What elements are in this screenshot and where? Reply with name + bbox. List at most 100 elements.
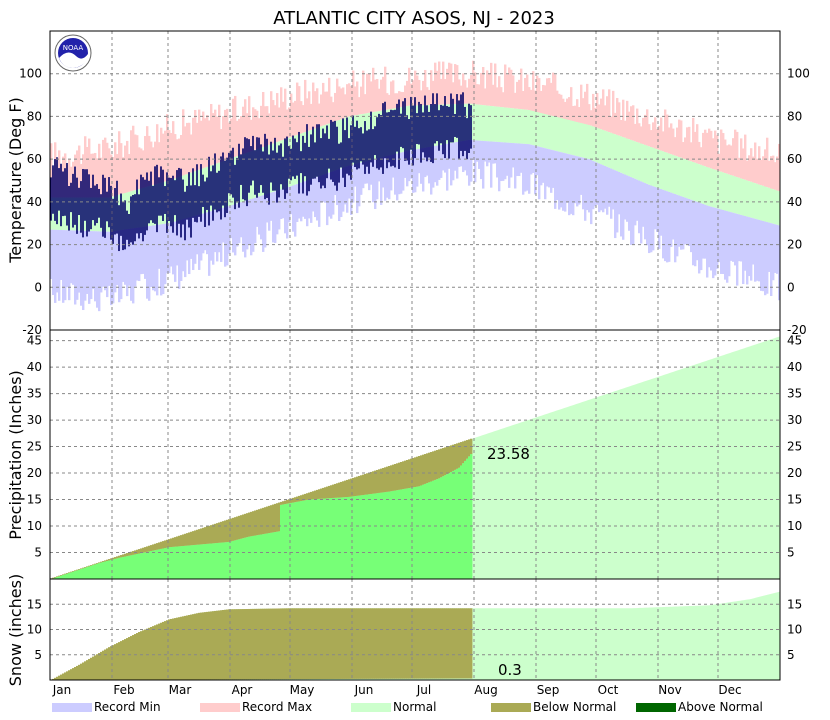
below-normal-snow-bar: [424, 608, 427, 679]
below-normal-precip-bar: [86, 566, 89, 568]
below-normal-precip-bar: [156, 543, 159, 550]
record-min-bar: [84, 230, 87, 301]
below-normal-snow-bar: [456, 608, 459, 679]
record-max-bar: [588, 104, 591, 125]
record-max-bar: [700, 147, 703, 165]
below-normal-precip-bar: [178, 535, 181, 547]
below-normal-snow-bar: [348, 608, 351, 679]
record-min-bar: [160, 224, 163, 296]
record-min-bar: [370, 160, 373, 185]
record-max-bar: [756, 158, 759, 184]
record-max-bar: [520, 68, 523, 110]
record-min-bar: [394, 154, 397, 195]
observed-temp-bar: [218, 170, 220, 212]
record-min-bar: [326, 173, 329, 226]
record-max-bar: [570, 87, 573, 121]
below-normal-precip-bar: [360, 475, 363, 496]
below-normal-precip-bar: [262, 507, 265, 535]
record-min-bar: [130, 228, 133, 301]
observed-temp-bar: [370, 111, 372, 163]
normal-range-bar: [736, 177, 739, 214]
record-max-bar: [346, 84, 349, 118]
record-max-bar: [450, 63, 453, 105]
observed-temp-bar: [190, 185, 192, 238]
below-normal-snow-bar: [188, 615, 191, 680]
record-max-bar: [344, 94, 347, 118]
observed-temp-bar: [470, 105, 472, 149]
record-min-bar: [212, 210, 215, 265]
observed-precip-bar: [182, 545, 185, 579]
record-min-bar: [76, 230, 79, 300]
observed-precip-bar: [266, 533, 269, 579]
observed-temp-bar: [68, 186, 70, 231]
below-normal-precip-bar: [426, 453, 429, 484]
record-max-bar: [322, 82, 325, 126]
below-normal-precip-bar: [326, 486, 329, 499]
below-normal-precip-bar: [76, 569, 79, 571]
record-min-bar: [348, 165, 351, 199]
record-max-bar: [614, 112, 617, 135]
record-max-bar: [640, 126, 643, 144]
observed-temp-bar: [428, 111, 430, 158]
record-max-bar: [176, 139, 179, 178]
record-min-bar: [138, 227, 141, 282]
record-min-bar: [192, 216, 195, 271]
record-max-bar: [146, 126, 149, 187]
record-min-bar: [306, 180, 309, 227]
record-max-bar: [738, 157, 741, 178]
record-min-bar: [56, 229, 59, 293]
below-normal-precip-bar: [236, 516, 239, 540]
observed-precip-bar: [122, 556, 125, 579]
observed-temp-bar: [334, 120, 336, 186]
record-min-bar: [272, 192, 275, 243]
record-min-bar: [330, 171, 333, 219]
below-normal-snow-bar: [196, 613, 199, 680]
normal-range-bar: [676, 156, 679, 195]
observed-precip-bar: [64, 574, 67, 579]
below-normal-precip-bar: [198, 529, 201, 545]
observed-precip-bar: [432, 480, 435, 579]
record-max-bar: [734, 129, 737, 177]
below-normal-snow-bar: [428, 608, 431, 679]
observed-temp-bar: [156, 164, 158, 233]
record-min-bar: [100, 231, 103, 293]
record-max-bar: [116, 154, 119, 196]
record-min-bar: [360, 162, 363, 195]
record-max-bar: [512, 75, 515, 109]
below-normal-precip-bar: [320, 488, 323, 499]
record-max-bar: [180, 134, 183, 177]
normal-range-bar: [576, 121, 579, 157]
below-normal-precip-bar: [126, 553, 129, 557]
below-normal-snow-bar: [78, 664, 81, 680]
record-min-bar: [64, 230, 67, 301]
record-min-bar: [554, 150, 557, 209]
record-min-bar: [340, 168, 343, 218]
record-min-bar: [662, 189, 665, 259]
record-min-bar: [390, 155, 393, 191]
record-min-bar: [684, 197, 687, 245]
record-min-bar: [512, 143, 515, 168]
record-max-bar: [144, 136, 147, 188]
below-normal-snow-bar: [306, 608, 309, 680]
y-tick-label-left: 80: [27, 109, 42, 123]
record-max-bar: [398, 91, 401, 108]
below-normal-snow-bar: [102, 650, 105, 680]
record-min-bar: [718, 208, 721, 263]
record-max-bar: [536, 75, 539, 113]
observed-temp-bar: [256, 137, 258, 198]
normal-range-bar: [746, 180, 749, 217]
observed-precip-bar: [126, 556, 129, 579]
below-normal-precip-bar: [270, 505, 273, 533]
below-normal-snow-bar: [182, 616, 185, 680]
observed-precip-bar: [224, 542, 227, 579]
below-normal-precip-bar: [92, 564, 95, 566]
record-min-bar: [522, 143, 525, 195]
record-min-bar: [126, 229, 129, 297]
record-max-bar: [154, 141, 157, 185]
below-normal-snow-bar: [468, 608, 471, 679]
observed-precip-bar: [220, 542, 223, 579]
normal-range-bar: [586, 124, 589, 159]
observed-temp-bar: [232, 147, 234, 198]
record-max-bar: [260, 105, 263, 148]
record-max-bar: [268, 113, 271, 145]
